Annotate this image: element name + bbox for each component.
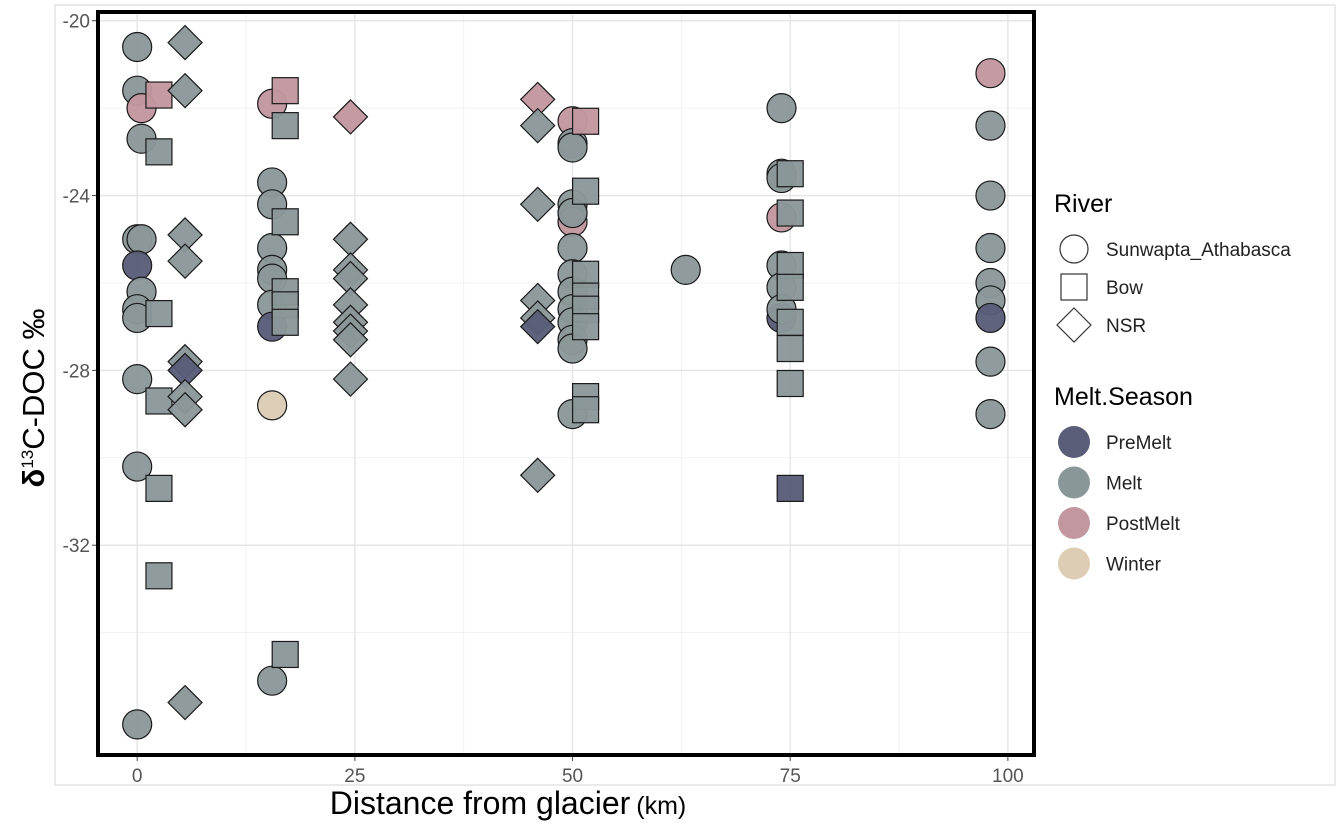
data-point-circle xyxy=(975,180,1006,211)
x-tick-label: 0 xyxy=(132,766,143,787)
data-point-circle xyxy=(122,250,153,281)
data-point-diamond xyxy=(167,243,203,279)
legend-item-premelt: PreMelt xyxy=(1058,426,1172,458)
data-point-square xyxy=(145,474,173,502)
data-point-square xyxy=(271,112,299,140)
legend-label: PostMelt xyxy=(1106,514,1181,535)
legend: River Sunwapta_Athabasca Bow NSR Melt.Seas… xyxy=(1054,190,1291,580)
legend-swatch-icon xyxy=(1058,426,1090,458)
data-point-square xyxy=(571,177,600,205)
data-point-circle xyxy=(975,58,1006,89)
data-point-square xyxy=(776,334,804,363)
legend-item-sunwapta_athabasca: Sunwapta_Athabasca xyxy=(1059,234,1291,264)
legend-item-bow: Bow xyxy=(1060,273,1143,301)
x-tick-label: 75 xyxy=(780,766,801,787)
data-point-circle xyxy=(766,93,797,124)
data-point-square xyxy=(776,474,804,502)
legend-title-season: Melt.Season xyxy=(1054,383,1193,411)
legend-label: Bow xyxy=(1106,278,1143,299)
data-point-diamond xyxy=(519,186,556,223)
data-point-circle xyxy=(975,346,1006,377)
y-axis-ticks: -20 -24 -28 -32 xyxy=(63,12,96,557)
plot-frame xyxy=(96,10,1036,757)
data-point-diamond xyxy=(167,72,203,109)
data-point-circle xyxy=(122,31,153,63)
data-point-diamond xyxy=(332,321,369,358)
data-point-square xyxy=(271,208,299,236)
data-point-circle xyxy=(126,224,157,255)
legend-label: Winter xyxy=(1106,555,1162,576)
legend-swatch-icon xyxy=(1058,466,1090,499)
data-point-square xyxy=(776,160,804,188)
data-point-circle xyxy=(557,232,588,264)
data-point-square xyxy=(145,138,173,166)
data-point-square xyxy=(776,369,804,398)
legend-swatch-icon xyxy=(1058,547,1090,580)
y-tick-label: -24 xyxy=(63,187,91,208)
legend-label: PreMelt xyxy=(1106,433,1172,454)
data-point-diamond xyxy=(332,361,369,397)
legend-label: NSR xyxy=(1106,316,1146,337)
y-tick-label: -28 xyxy=(63,361,90,382)
data-point-square xyxy=(571,396,600,424)
legend-label: Sunwapta_Athabasca xyxy=(1106,240,1291,261)
data-point-diamond xyxy=(167,684,203,721)
data-point-circle xyxy=(257,665,288,696)
data-point-square xyxy=(776,199,804,227)
data-point-circle xyxy=(975,398,1006,430)
y-tick-label: -20 xyxy=(63,12,90,33)
data-point-circle xyxy=(122,709,153,740)
legend-title-river: River xyxy=(1054,190,1112,218)
data-point-circle xyxy=(975,302,1006,334)
data-point-diamond xyxy=(519,457,556,494)
legend-item-melt: Melt xyxy=(1058,466,1143,499)
y-axis-title: δ13C-DOC ‰ xyxy=(16,309,51,488)
x-tick-label: 25 xyxy=(344,766,365,787)
legend-circle-icon xyxy=(1059,234,1089,264)
legend-season-items: PreMelt Melt PostMelt Winter xyxy=(1058,426,1181,580)
x-axis-title: Distance from glacier (km) xyxy=(330,785,687,821)
y-tick-label: -32 xyxy=(63,536,90,557)
data-point-diamond xyxy=(519,308,556,345)
data-point-square xyxy=(145,299,173,328)
data-point-square xyxy=(776,308,804,336)
data-point-square xyxy=(271,640,299,669)
data-point-square xyxy=(145,562,173,590)
legend-square-icon xyxy=(1060,273,1088,301)
data-point-circle xyxy=(122,364,153,395)
legend-item-winter: Winter xyxy=(1058,547,1162,580)
legend-swatch-icon xyxy=(1058,507,1090,539)
data-point-square xyxy=(571,313,600,341)
data-point-circle xyxy=(257,390,288,421)
data-point-square xyxy=(145,81,173,109)
data-point-circle xyxy=(975,232,1006,264)
x-tick-label: 100 xyxy=(992,766,1024,787)
data-points xyxy=(122,24,1006,740)
legend-diamond-icon xyxy=(1056,307,1092,343)
data-point-circle xyxy=(670,254,701,285)
data-point-circle xyxy=(975,110,1006,141)
legend-river-items: Sunwapta_Athabasca Bow NSR xyxy=(1056,234,1291,343)
data-point-square xyxy=(571,107,600,135)
data-point-diamond xyxy=(167,391,203,428)
data-point-diamond xyxy=(332,99,369,135)
x-tick-label: 50 xyxy=(562,766,583,787)
data-point-diamond xyxy=(519,107,556,144)
data-point-square xyxy=(271,77,299,105)
x-axis-ticks: 0 25 50 75 100 xyxy=(132,757,1024,787)
legend-label: Melt xyxy=(1106,474,1143,495)
legend-item-nsr: NSR xyxy=(1056,307,1146,343)
data-point-circle xyxy=(122,451,153,482)
data-point-square xyxy=(271,308,299,336)
data-point-diamond xyxy=(167,24,203,61)
data-point-circle xyxy=(557,132,588,163)
legend-item-postmelt: PostMelt xyxy=(1058,507,1181,539)
data-point-square xyxy=(776,273,804,301)
